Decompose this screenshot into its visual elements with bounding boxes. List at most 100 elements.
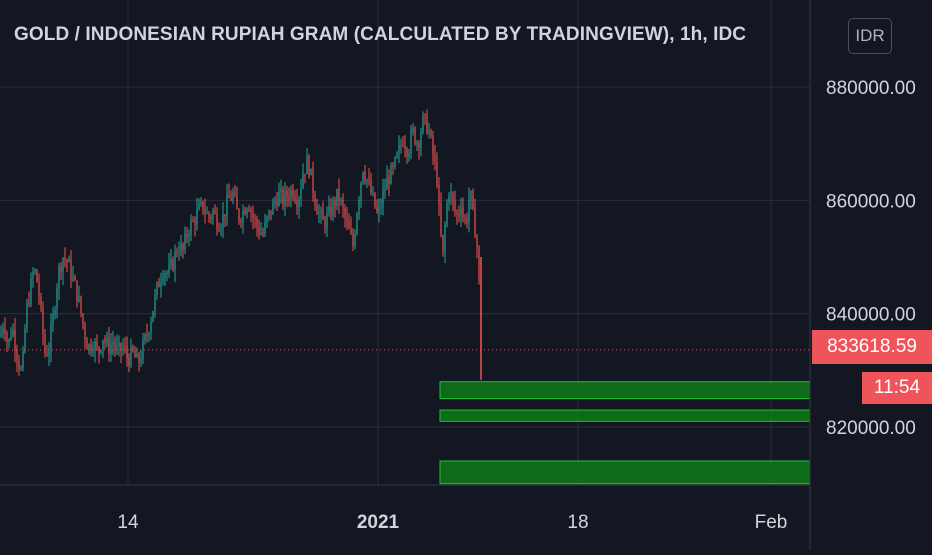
- candle-body: [44, 334, 46, 355]
- candle-body: [370, 180, 372, 194]
- candle-body: [98, 347, 100, 353]
- x-tick-label: Feb: [755, 512, 788, 533]
- candle-body: [430, 130, 432, 137]
- candle-body: [340, 200, 342, 202]
- candle-body: [178, 252, 180, 254]
- y-tick-label: 820000.00: [826, 418, 916, 439]
- candle-body: [214, 210, 216, 214]
- candle-body: [394, 157, 396, 167]
- x-tick-label: 14: [117, 512, 139, 533]
- support-zone-1: [439, 381, 811, 400]
- candle-body: [246, 209, 248, 215]
- candle-body: [186, 233, 188, 237]
- candle-body: [448, 195, 450, 203]
- candle-body: [446, 202, 448, 226]
- candle-body: [404, 145, 406, 150]
- candle-body: [290, 189, 292, 200]
- candle-body: [324, 219, 326, 228]
- candle-body: [78, 296, 80, 301]
- candle-body: [242, 211, 244, 222]
- candle-body: [132, 346, 134, 351]
- candle-body: [392, 165, 394, 167]
- candle-body: [458, 214, 460, 216]
- x-tick-label: 2021: [357, 512, 400, 533]
- support-zone-3: [439, 460, 811, 485]
- candle-body: [360, 182, 362, 200]
- currency-button[interactable]: IDR: [848, 18, 892, 54]
- candle-body: [338, 188, 340, 202]
- candle-body: [468, 198, 470, 224]
- candle-body: [104, 339, 106, 342]
- candle-body: [336, 188, 338, 207]
- candle-body: [150, 321, 152, 334]
- candle-body: [190, 220, 192, 235]
- candle-body: [38, 281, 40, 297]
- candle-body: [34, 269, 36, 273]
- candle-body: [320, 210, 322, 213]
- candle-body: [212, 210, 214, 218]
- candle-body: [384, 189, 386, 191]
- candle-body: [378, 207, 380, 212]
- candle-body: [228, 194, 230, 198]
- candle-body: [152, 311, 154, 322]
- candle-body: [216, 213, 218, 230]
- candle-body: [400, 145, 402, 147]
- candle-body: [70, 258, 72, 280]
- bar-countdown: 11:54: [862, 372, 932, 404]
- candle-body: [58, 266, 60, 289]
- candle-body: [100, 350, 102, 353]
- chart-title: GOLD / INDONESIAN RUPIAH GRAM (CALCULATE…: [14, 24, 747, 45]
- candle-body: [118, 343, 120, 346]
- candle-body: [20, 368, 22, 370]
- candle-body: [60, 266, 62, 273]
- candle-body: [108, 338, 110, 354]
- candle-body: [262, 232, 264, 235]
- candle-body: [386, 177, 388, 190]
- candle-body: [354, 233, 356, 247]
- candle-body: [478, 246, 480, 281]
- candle-body: [352, 233, 354, 247]
- candle-body: [440, 203, 442, 235]
- candle-body: [296, 200, 298, 208]
- candle-body: [344, 207, 346, 218]
- candle-body: [318, 212, 320, 215]
- candle-body: [270, 210, 272, 215]
- candle-body: [48, 351, 50, 356]
- candle-body: [30, 278, 32, 305]
- candle-body: [300, 188, 302, 200]
- candle-body: [452, 192, 454, 201]
- candle-body: [466, 218, 468, 224]
- candle-body: [8, 339, 10, 343]
- axes: 880000.00 860000.00 840000.00 820000.00 14 20…: [0, 0, 916, 550]
- candle-body: [74, 276, 76, 281]
- candle-body: [72, 276, 74, 280]
- y-tick-label: 880000.00: [826, 78, 916, 99]
- candle-body: [248, 209, 250, 211]
- candle-body: [144, 334, 146, 341]
- candle-body: [180, 243, 182, 253]
- candle-body: [194, 221, 196, 225]
- support-zones: [439, 381, 811, 485]
- candle-body: [288, 197, 290, 200]
- candle-body: [292, 189, 294, 197]
- candle-body: [298, 199, 300, 208]
- candle-body: [112, 342, 114, 345]
- candle-body: [442, 234, 444, 253]
- candle-body: [22, 351, 24, 369]
- candle-body: [126, 347, 128, 358]
- candle-body: [182, 243, 184, 250]
- candle-body: [268, 210, 270, 217]
- candle-body: [222, 214, 224, 228]
- y-tick-label: 840000.00: [826, 305, 916, 326]
- candle-body: [428, 130, 430, 134]
- candle-body: [334, 200, 336, 207]
- candle-body: [282, 189, 284, 206]
- candle-body: [6, 334, 8, 343]
- candle-body: [252, 212, 254, 219]
- candle-body: [184, 233, 186, 250]
- candle-body: [130, 346, 132, 366]
- candle-body: [302, 173, 304, 189]
- candle-body: [254, 218, 256, 220]
